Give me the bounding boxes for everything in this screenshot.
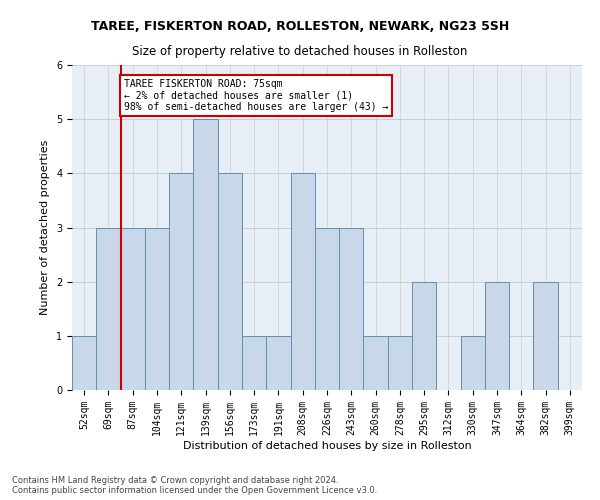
Bar xyxy=(290,174,315,390)
Bar xyxy=(242,336,266,390)
Bar xyxy=(193,119,218,390)
Bar xyxy=(461,336,485,390)
Text: TAREE FISKERTON ROAD: 75sqm
← 2% of detached houses are smaller (1)
98% of semi-: TAREE FISKERTON ROAD: 75sqm ← 2% of deta… xyxy=(124,78,389,112)
Bar xyxy=(218,174,242,390)
Text: TAREE, FISKERTON ROAD, ROLLESTON, NEWARK, NG23 5SH: TAREE, FISKERTON ROAD, ROLLESTON, NEWARK… xyxy=(91,20,509,33)
Bar xyxy=(266,336,290,390)
Bar xyxy=(339,228,364,390)
Bar xyxy=(145,228,169,390)
Bar xyxy=(485,282,509,390)
Bar xyxy=(315,228,339,390)
Bar xyxy=(412,282,436,390)
Bar xyxy=(533,282,558,390)
Bar xyxy=(96,228,121,390)
Bar xyxy=(364,336,388,390)
Text: Size of property relative to detached houses in Rolleston: Size of property relative to detached ho… xyxy=(133,45,467,58)
Bar xyxy=(169,174,193,390)
Bar xyxy=(388,336,412,390)
Bar xyxy=(72,336,96,390)
Bar xyxy=(121,228,145,390)
Y-axis label: Number of detached properties: Number of detached properties xyxy=(40,140,50,315)
X-axis label: Distribution of detached houses by size in Rolleston: Distribution of detached houses by size … xyxy=(182,440,472,450)
Text: Contains HM Land Registry data © Crown copyright and database right 2024.
Contai: Contains HM Land Registry data © Crown c… xyxy=(12,476,377,495)
